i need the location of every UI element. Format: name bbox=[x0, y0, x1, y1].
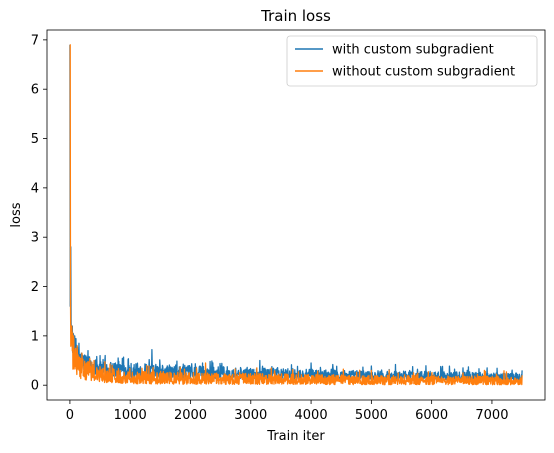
x-tick-label: 4000 bbox=[295, 408, 328, 423]
x-tick-label: 6000 bbox=[415, 408, 448, 423]
legend-box bbox=[286, 35, 538, 87]
y-axis: 0 1 2 3 4 5 6 7 bbox=[31, 33, 47, 394]
x-tick-label: 7000 bbox=[475, 408, 508, 423]
series-lines bbox=[69, 44, 523, 386]
plot-area: 0 1000 2000 3000 4000 5000 6000 7000 0 1 2 3 4 5 6 7 bbox=[31, 29, 546, 423]
legend-label-with-custom-subgradient: with custom subgradient bbox=[332, 43, 494, 58]
x-tick-label: 2000 bbox=[174, 408, 207, 423]
x-tick-label: 1000 bbox=[114, 408, 147, 423]
series-line-without-custom-subgradient bbox=[69, 44, 523, 386]
y-tick-label: 0 bbox=[31, 379, 39, 394]
legend-label-without-custom-subgradient: without custom subgradient bbox=[332, 65, 515, 80]
x-tick-label: 0 bbox=[66, 408, 74, 423]
y-tick-label: 3 bbox=[31, 231, 39, 246]
chart-title: Train loss bbox=[260, 7, 331, 25]
legend: with custom subgradient without custom su… bbox=[286, 35, 538, 87]
axes-spines bbox=[46, 29, 546, 401]
y-tick-label: 1 bbox=[31, 329, 39, 344]
y-axis-label: loss bbox=[9, 202, 24, 227]
y-tick-label: 6 bbox=[31, 83, 39, 98]
axes-frame bbox=[46, 29, 546, 401]
x-axis: 0 1000 2000 3000 4000 5000 6000 7000 bbox=[66, 400, 508, 423]
axes-background bbox=[47, 30, 545, 400]
y-tick-label: 7 bbox=[31, 33, 39, 48]
y-tick-label: 2 bbox=[31, 280, 39, 295]
series-line-with-custom-subgradient bbox=[69, 44, 523, 381]
x-axis-label: Train iter bbox=[266, 429, 325, 444]
y-tick-label: 5 bbox=[31, 132, 39, 147]
x-tick-label: 3000 bbox=[234, 408, 267, 423]
y-tick-label: 4 bbox=[31, 181, 39, 196]
x-tick-label: 5000 bbox=[355, 408, 388, 423]
